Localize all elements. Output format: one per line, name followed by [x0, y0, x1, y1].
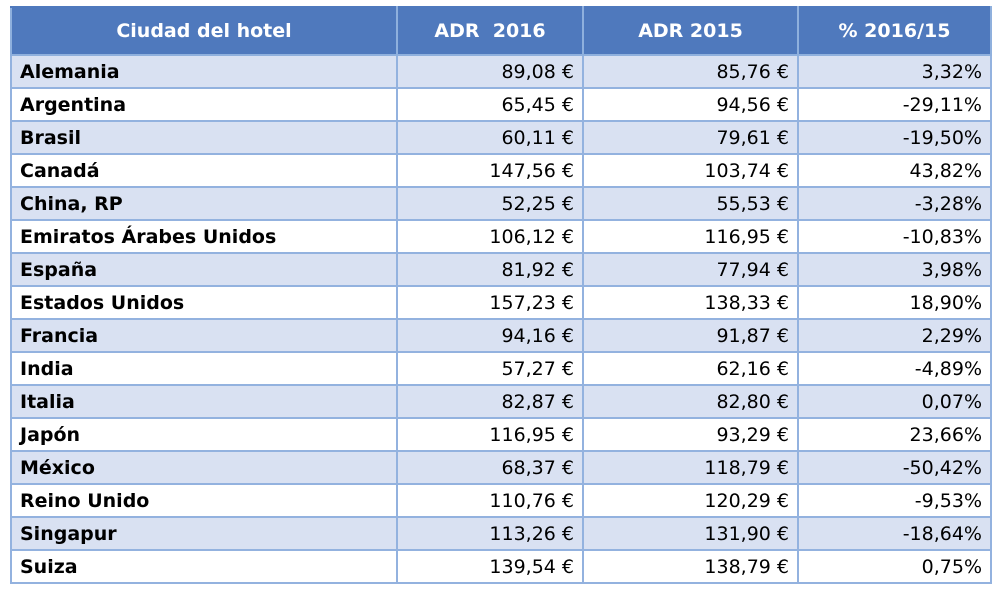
header-pct-change: % 2016/15 [797, 6, 992, 56]
cell-adr-2015: 77,94 € [582, 252, 799, 287]
table-row: Argentina 65,45 €94,56 € -29,11% [10, 87, 992, 122]
cell-country: India [10, 351, 398, 386]
cell-adr-2015: 62,16 € [582, 351, 799, 386]
cell-adr-2016: 157,23 € [396, 285, 584, 320]
table-row: Brasil 60,11 €79,61 € -19,50% [10, 120, 992, 155]
table-row: Reino Unido 110,76 €120,29 € -9,53% [10, 483, 992, 518]
cell-adr-2015: 79,61 € [582, 120, 799, 155]
cell-pct-change: 0,75% [797, 549, 992, 584]
cell-adr-2015: 138,33 € [582, 285, 799, 320]
cell-pct-change: 23,66% [797, 417, 992, 452]
cell-adr-2016: 110,76 € [396, 483, 584, 518]
cell-adr-2016: 113,26 € [396, 516, 584, 551]
adr-table-container: Ciudad del hotel ADR 2016 ADR 2015 % 201… [10, 6, 992, 584]
cell-pct-change: -19,50% [797, 120, 992, 155]
cell-adr-2016: 106,12 € [396, 219, 584, 254]
cell-pct-change: -29,11% [797, 87, 992, 122]
cell-country: México [10, 450, 398, 485]
cell-country: Singapur [10, 516, 398, 551]
cell-pct-change: 3,98% [797, 252, 992, 287]
cell-country: España [10, 252, 398, 287]
table-row: Alemania 89,08 €85,76 €3,32% [10, 54, 992, 89]
cell-adr-2016: 89,08 € [396, 54, 584, 89]
table-row: Italia 82,87 €82,80 €0,07% [10, 384, 992, 419]
cell-pct-change: -3,28% [797, 186, 992, 221]
cell-country: Japón [10, 417, 398, 452]
table-row: México 68,37 €118,79 € -50,42% [10, 450, 992, 485]
table-row: Emiratos Árabes Unidos 106,12 €116,95 € -1… [10, 219, 992, 254]
table-row: Francia 94,16 €91,87 €2,29% [10, 318, 992, 353]
header-adr-2016: ADR 2016 [396, 6, 584, 56]
cell-adr-2016: 139,54 € [396, 549, 584, 584]
cell-adr-2016: 60,11 € [396, 120, 584, 155]
table-row: Suiza 139,54 €138,79 €0,75% [10, 549, 992, 584]
adr-table: Ciudad del hotel ADR 2016 ADR 2015 % 201… [10, 6, 992, 584]
header-city: Ciudad del hotel [10, 6, 398, 56]
cell-adr-2015: 138,79 € [582, 549, 799, 584]
cell-country: Alemania [10, 54, 398, 89]
cell-pct-change: -4,89% [797, 351, 992, 386]
cell-adr-2015: 55,53 € [582, 186, 799, 221]
cell-country: Brasil [10, 120, 398, 155]
cell-pct-change: 43,82% [797, 153, 992, 188]
cell-adr-2015: 131,90 € [582, 516, 799, 551]
table-row: Estados Unidos 157,23 €138,33 €18,90% [10, 285, 992, 320]
table-row: Canadá 147,56 €103,74 €43,82% [10, 153, 992, 188]
cell-adr-2016: 147,56 € [396, 153, 584, 188]
cell-adr-2016: 65,45 € [396, 87, 584, 122]
cell-pct-change: -9,53% [797, 483, 992, 518]
cell-country: Francia [10, 318, 398, 353]
cell-country: China, RP [10, 186, 398, 221]
cell-adr-2016: 82,87 € [396, 384, 584, 419]
cell-adr-2016: 57,27 € [396, 351, 584, 386]
cell-pct-change: -50,42% [797, 450, 992, 485]
cell-pct-change: -10,83% [797, 219, 992, 254]
cell-adr-2015: 103,74 € [582, 153, 799, 188]
cell-adr-2015: 94,56 € [582, 87, 799, 122]
header-row: Ciudad del hotel ADR 2016 ADR 2015 % 201… [10, 6, 992, 56]
cell-adr-2016: 68,37 € [396, 450, 584, 485]
cell-adr-2015: 118,79 € [582, 450, 799, 485]
cell-country: Canadá [10, 153, 398, 188]
table-row: China, RP 52,25 €55,53 € -3,28% [10, 186, 992, 221]
table-row: Japón 116,95 €93,29 €23,66% [10, 417, 992, 452]
cell-adr-2015: 93,29 € [582, 417, 799, 452]
cell-adr-2015: 85,76 € [582, 54, 799, 89]
cell-country: Argentina [10, 87, 398, 122]
cell-adr-2016: 81,92 € [396, 252, 584, 287]
table-row: España 81,92 €77,94 €3,98% [10, 252, 992, 287]
cell-country: Emiratos Árabes Unidos [10, 219, 398, 254]
cell-adr-2016: 116,95 € [396, 417, 584, 452]
table-row: Singapur 113,26 €131,90 € -18,64% [10, 516, 992, 551]
cell-adr-2015: 116,95 € [582, 219, 799, 254]
cell-pct-change: 0,07% [797, 384, 992, 419]
cell-adr-2016: 52,25 € [396, 186, 584, 221]
table-header: Ciudad del hotel ADR 2016 ADR 2015 % 201… [10, 6, 992, 56]
cell-pct-change: -18,64% [797, 516, 992, 551]
cell-adr-2016: 94,16 € [396, 318, 584, 353]
table-row: India 57,27 €62,16 € -4,89% [10, 351, 992, 386]
cell-pct-change: 3,32% [797, 54, 992, 89]
header-adr-2015: ADR 2015 [582, 6, 799, 56]
cell-country: Reino Unido [10, 483, 398, 518]
cell-country: Suiza [10, 549, 398, 584]
cell-pct-change: 18,90% [797, 285, 992, 320]
cell-adr-2015: 82,80 € [582, 384, 799, 419]
cell-adr-2015: 91,87 € [582, 318, 799, 353]
cell-country: Estados Unidos [10, 285, 398, 320]
table-body: Alemania 89,08 €85,76 €3,32% Argentina 65,4… [10, 54, 992, 584]
cell-adr-2015: 120,29 € [582, 483, 799, 518]
cell-country: Italia [10, 384, 398, 419]
cell-pct-change: 2,29% [797, 318, 992, 353]
